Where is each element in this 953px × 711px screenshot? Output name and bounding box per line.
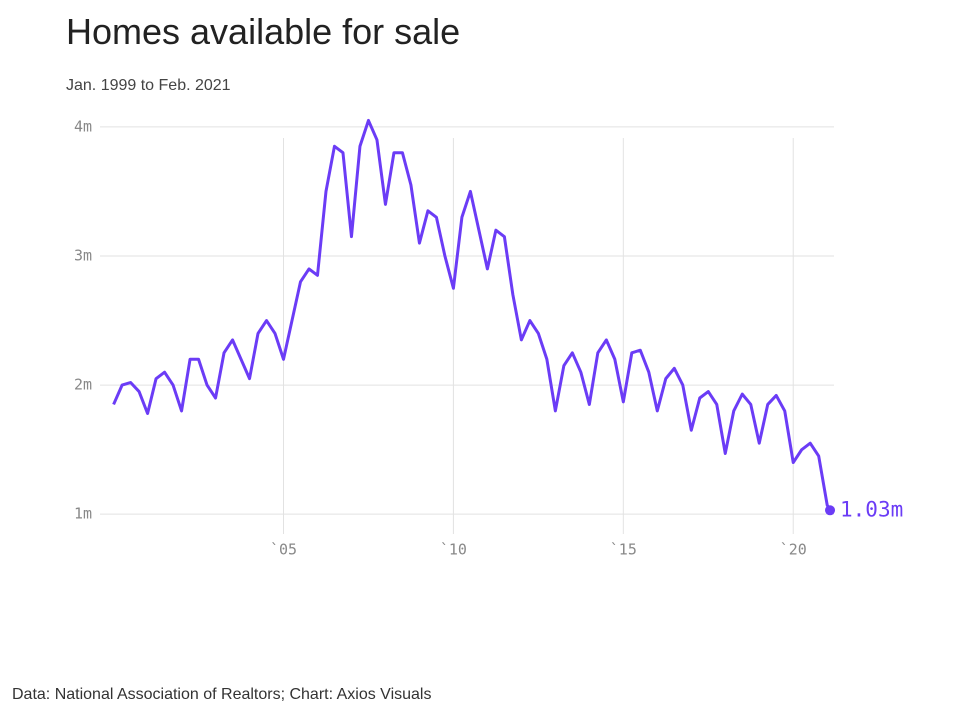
- end-point: [825, 505, 836, 516]
- y-tick-label: 1m: [74, 505, 92, 523]
- x-tick-label: `10: [440, 541, 467, 559]
- y-tick-label: 2m: [74, 376, 92, 394]
- chart-title: Homes available for sale: [66, 11, 460, 52]
- x-tick-label: `05: [270, 541, 297, 559]
- y-tick-label: 4m: [74, 117, 92, 135]
- chart-subtitle: Jan. 1999 to Feb. 2021: [66, 77, 231, 94]
- end-value-label: 1.03m: [840, 497, 903, 521]
- source-note: Data: National Association of Realtors; …: [12, 686, 431, 703]
- x-tick-label: `20: [780, 541, 807, 559]
- y-tick-label: 3m: [74, 247, 92, 265]
- x-tick-label: `15: [610, 541, 637, 559]
- data-line: [112, 118, 832, 512]
